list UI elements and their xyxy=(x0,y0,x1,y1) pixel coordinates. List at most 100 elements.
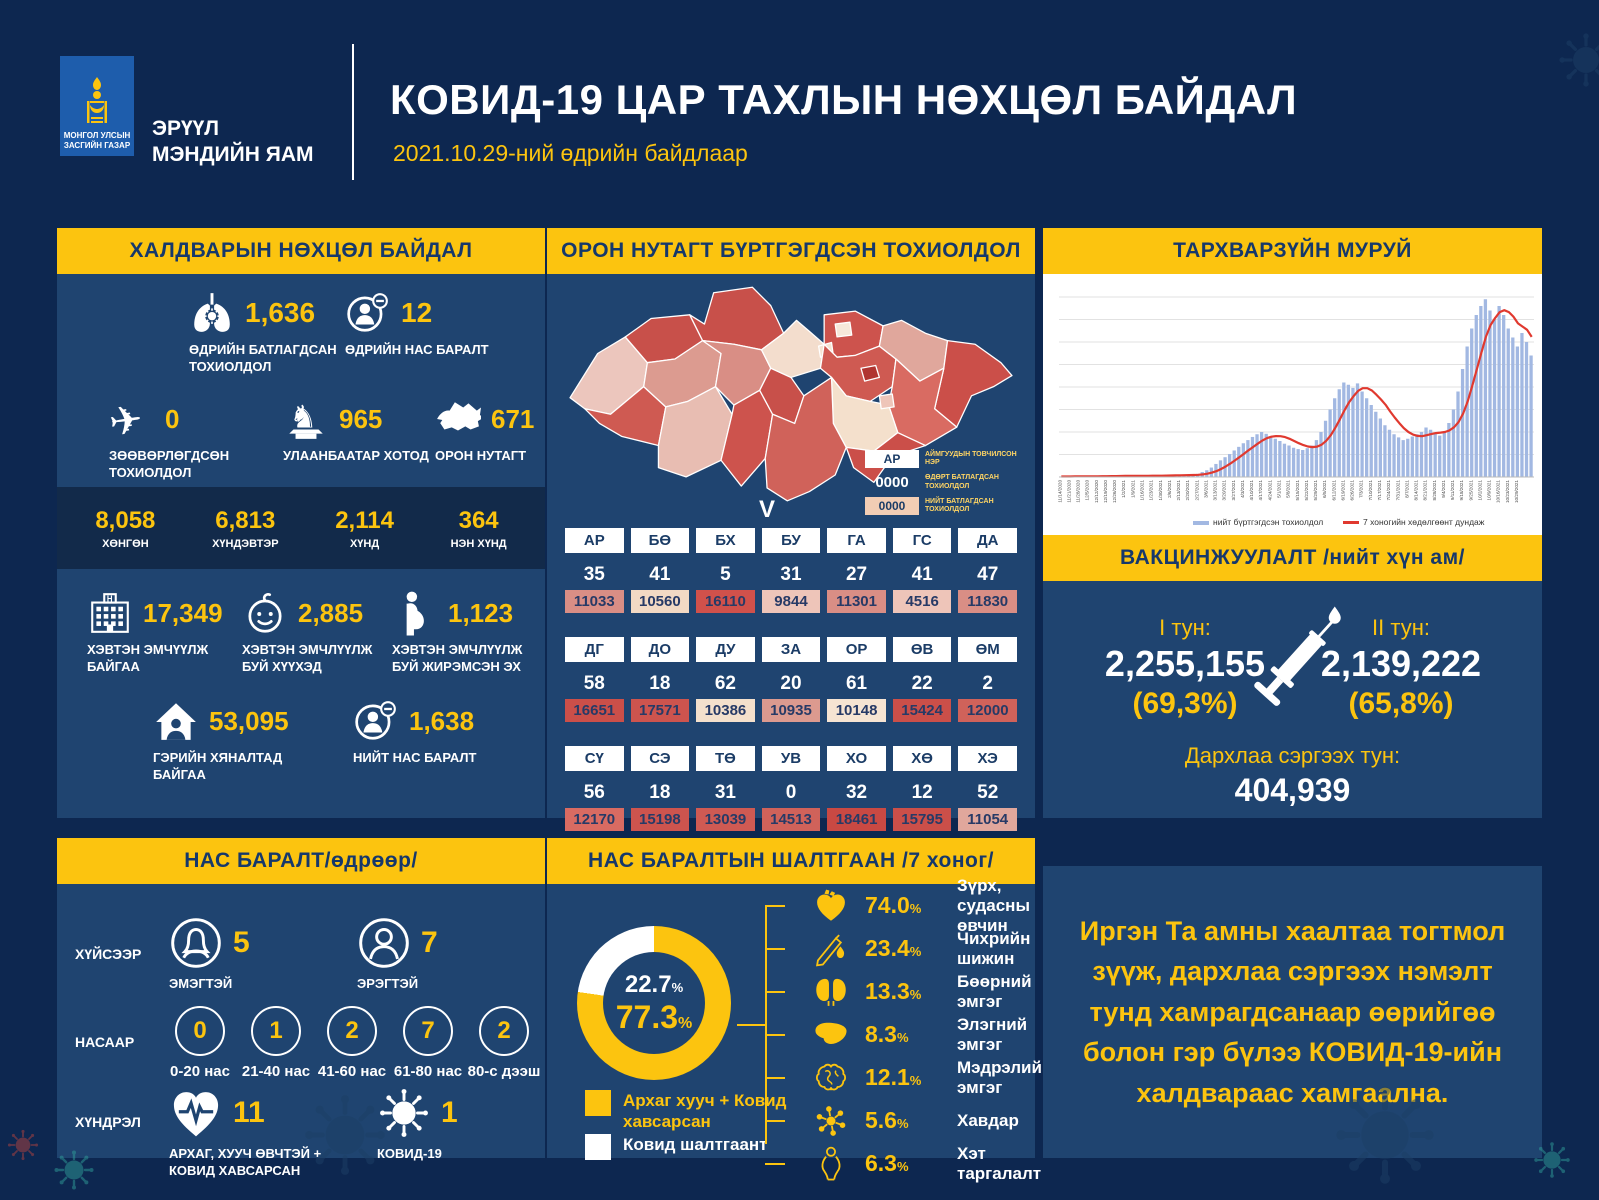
legend-total-box: 0000 xyxy=(865,497,919,515)
region-daily-value: 47 xyxy=(977,564,999,585)
heart-icon xyxy=(817,889,845,921)
virus-decoration-icon xyxy=(54,1150,94,1190)
region-daily-value: 18 xyxy=(649,673,671,694)
pregnant-icon xyxy=(406,591,424,636)
legend-swatch-covid xyxy=(585,1134,611,1160)
region-daily-value: 62 xyxy=(714,673,736,694)
svg-text:3/27/2021: 3/27/2021 xyxy=(1231,480,1236,501)
virus-decoration-icon xyxy=(1534,1142,1570,1178)
age-stat: 2 80-с дээш xyxy=(461,1006,547,1082)
stat-value: 1,123 xyxy=(448,597,514,628)
stat-block: ✈ 0 ЗӨӨВӨРЛӨГДСӨН ТОХИОЛДОЛ xyxy=(109,396,259,482)
stat-block: 1,636 ӨДРИЙН БАТЛАГДСАН ТОХИОЛДОЛ xyxy=(189,290,339,376)
cause-row: 6.3% Хэт таргалалт xyxy=(765,1142,1052,1185)
booster-label: Дархлаа сэргээх тун: xyxy=(1184,743,1401,768)
severity-label: НЭН ХҮНД xyxy=(450,537,507,550)
report-date: 2021.10.29-ний өдрийн байдлаар xyxy=(393,140,748,166)
svg-text:8/7/2021: 8/7/2021 xyxy=(1404,480,1409,498)
death-stat: 5 ЭМЭГТЭЙ xyxy=(169,916,250,993)
region-code-row: ДГ ДО ДУ ЗА ОР ӨВ ӨМ xyxy=(565,637,1017,662)
government-logo: МОНГОЛ УЛСЫН ЗАСГИЙН ГАЗАР xyxy=(60,56,134,156)
svg-text:7/3/2021: 7/3/2021 xyxy=(1359,480,1364,498)
booster-block: Дархлаа сэргээх тун: 404,939 xyxy=(1043,743,1542,809)
svg-text:3/20/2021: 3/20/2021 xyxy=(1222,480,1227,501)
covid-only-percent: 22.7% xyxy=(624,970,684,998)
infection-panel: ХАЛДВАРЫН НӨХЦӨЛ БАЙДАЛ 1,636 ӨДРИЙН БАТ… xyxy=(57,228,545,818)
map-legend-row: 0000 ӨДӨРТ БАТЛАГДСАН ТОХИОЛДОЛ xyxy=(865,472,1021,493)
region-daily-value: 58 xyxy=(583,673,605,694)
severity-label: ХӨНГӨН xyxy=(102,537,149,550)
cause-row: 12.1% Мэдрэлийн эмгэг xyxy=(765,1056,1053,1099)
region-total-value: 16110 xyxy=(696,590,755,613)
svg-text:2/20/2021: 2/20/2021 xyxy=(1185,480,1190,501)
message-panel: Иргэн Та амны хаалтаа тогтмол зүүж, дарх… xyxy=(1043,866,1542,1158)
female-icon xyxy=(171,918,221,968)
svg-text:7/10/2021: 7/10/2021 xyxy=(1368,480,1373,501)
statue-icon: ♞ xyxy=(289,399,323,439)
stat-label: НИЙТ НАС БАРАЛТ xyxy=(353,750,477,765)
cause-label: Зүрх, судасны өвчин xyxy=(957,875,1030,935)
region-total-value: 12000 xyxy=(958,699,1017,722)
age-stat: 0 0-20 нас xyxy=(157,1006,243,1082)
svg-text:11/21/2020: 11/21/2020 xyxy=(1066,480,1071,503)
curve-legend-line-swatch xyxy=(1343,521,1359,524)
stat-block: 12 ӨДРИЙН НАС БАРАЛТ xyxy=(345,290,489,359)
svg-text:1/23/2021: 1/23/2021 xyxy=(1149,480,1154,501)
stat-label: ӨДРИЙН НАС БАРАЛТ xyxy=(345,342,489,357)
hospital-icon: H xyxy=(91,593,129,633)
connector-tick xyxy=(765,904,785,907)
map-region-ӨМ xyxy=(764,376,847,502)
map-legend-row: 0000 НИЙТ БАТЛАГДСАН ТОХИОЛДОЛ xyxy=(865,497,1021,515)
region-code: ХЭ xyxy=(958,746,1017,771)
severity-label: ХҮНД xyxy=(349,537,380,550)
home-icon xyxy=(156,703,196,740)
region-daily-row: 35 41 5 31 27 41 47 xyxy=(565,562,1017,588)
death-stat-value: 7 xyxy=(421,926,438,959)
severity-value: 2,114 xyxy=(335,506,394,534)
cause-row: 23.4% Чихрийн шижин xyxy=(765,927,1052,970)
map-region-ГС xyxy=(878,393,895,410)
deaths-panel-title: НАС БАРАЛТ/өдрөөр/ xyxy=(57,838,545,884)
region-daily-value: 18 xyxy=(649,782,671,803)
gender-row-label: ХҮЙСЭЭР xyxy=(75,946,142,962)
region-code: ДА xyxy=(958,528,1017,553)
region-total-value: 15424 xyxy=(892,699,952,722)
severity-strip: 8,058 ХӨНГӨН 6,813 ХҮНДЭВТЭР 2,114 ХҮНД … xyxy=(57,487,545,569)
region-total-value: 18461 xyxy=(827,808,886,831)
region-code: ДУ xyxy=(696,637,755,662)
virus-decoration-icon xyxy=(7,1129,39,1161)
curve-legend-bar-label: нийт бүртгэгдсэн тохиолдол xyxy=(1213,517,1323,527)
svg-text:7/24/2021: 7/24/2021 xyxy=(1386,480,1391,501)
virus-decoration-icon xyxy=(1336,1086,1434,1184)
map-region-ДА xyxy=(834,321,853,338)
cause-label: Мэдрэлийн эмгэг xyxy=(957,1057,1053,1097)
age-stat: 2 41-60 нас xyxy=(309,1006,395,1082)
legend-swatch-comorbid xyxy=(585,1090,611,1116)
dose2-value: 2,139,222 xyxy=(1320,643,1482,684)
complication-row-label: ХҮНДРЭЛ xyxy=(75,1114,141,1130)
diabetes-icon xyxy=(816,933,845,966)
syringe-icon xyxy=(1254,606,1341,706)
region-total-value: 4516 xyxy=(892,590,952,613)
cause-percent: 13.3% xyxy=(865,978,922,1004)
virus-decoration xyxy=(1556,30,1599,95)
svg-text:7/31/2021: 7/31/2021 xyxy=(1395,480,1400,501)
severity-stat: 364 НЭН ХҮНД xyxy=(451,507,507,550)
svg-text:5/8/2021: 5/8/2021 xyxy=(1286,480,1291,498)
stat-value: 1,638 xyxy=(409,705,475,736)
stat-value: 2,885 xyxy=(298,597,364,628)
stat-value: 0 xyxy=(165,403,180,434)
svg-text:10/29/2021: 10/29/2021 xyxy=(1514,480,1519,503)
svg-text:✈: ✈ xyxy=(109,397,145,442)
age-circle: 0 xyxy=(175,1006,225,1056)
message-text: Иргэн Та амны хаалтаа тогтмол зүүж, дарх… xyxy=(1079,915,1506,1108)
region-total-row: 12170 15198 13039 14513 18461 15795 11054 xyxy=(565,808,1017,831)
region-total-row: 16651 17571 10386 10935 10148 15424 12000 xyxy=(565,699,1017,722)
virus-decoration-icon xyxy=(305,1095,385,1175)
age-label: 0-20 нас xyxy=(170,1063,230,1080)
lungs-icon xyxy=(194,293,230,332)
header-divider xyxy=(352,44,354,180)
booster-value: 404,939 xyxy=(1234,772,1351,808)
svg-text:8/21/2021: 8/21/2021 xyxy=(1423,480,1428,501)
connector-tick xyxy=(765,947,785,950)
